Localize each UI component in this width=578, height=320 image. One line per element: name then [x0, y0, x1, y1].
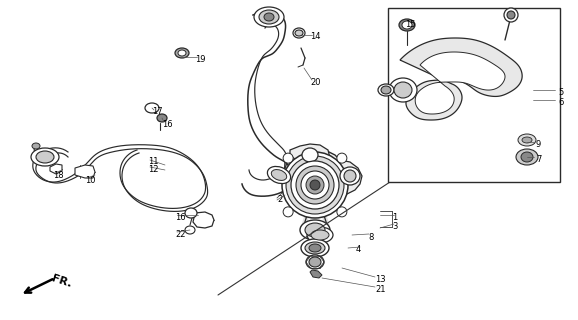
Ellipse shape — [283, 207, 293, 217]
Ellipse shape — [511, 145, 543, 169]
Ellipse shape — [307, 227, 333, 243]
Ellipse shape — [518, 134, 536, 146]
Ellipse shape — [145, 103, 159, 113]
Polygon shape — [400, 38, 522, 120]
Ellipse shape — [282, 152, 348, 218]
Ellipse shape — [271, 170, 287, 180]
Polygon shape — [310, 270, 322, 278]
Text: 10: 10 — [85, 176, 95, 185]
Ellipse shape — [36, 151, 54, 163]
Bar — [388, 8, 560, 182]
Ellipse shape — [268, 166, 291, 184]
Text: 11: 11 — [148, 157, 158, 166]
Ellipse shape — [293, 28, 305, 38]
Ellipse shape — [310, 180, 320, 190]
Ellipse shape — [340, 167, 360, 185]
Text: 7: 7 — [536, 155, 542, 164]
Ellipse shape — [516, 149, 538, 165]
Ellipse shape — [185, 208, 197, 218]
Ellipse shape — [185, 226, 195, 234]
Text: 22: 22 — [175, 230, 186, 239]
Text: 20: 20 — [310, 78, 320, 87]
Ellipse shape — [306, 176, 324, 194]
Ellipse shape — [521, 152, 533, 162]
Ellipse shape — [399, 19, 415, 31]
Ellipse shape — [337, 207, 347, 217]
Text: 6: 6 — [558, 98, 564, 107]
Ellipse shape — [157, 114, 167, 122]
Ellipse shape — [264, 13, 274, 21]
Ellipse shape — [31, 148, 59, 166]
Text: 3: 3 — [392, 222, 398, 231]
Ellipse shape — [306, 255, 324, 269]
Ellipse shape — [381, 86, 391, 94]
Ellipse shape — [175, 48, 189, 58]
Ellipse shape — [311, 230, 329, 240]
Ellipse shape — [513, 131, 541, 149]
Ellipse shape — [394, 82, 412, 98]
Text: 21: 21 — [375, 285, 386, 294]
Ellipse shape — [296, 166, 334, 204]
Text: 1: 1 — [392, 213, 397, 222]
Text: 16: 16 — [162, 120, 173, 129]
Ellipse shape — [254, 7, 284, 27]
Text: 8: 8 — [368, 233, 373, 242]
Text: 16: 16 — [175, 213, 186, 222]
Ellipse shape — [286, 156, 344, 214]
Text: FR.: FR. — [50, 273, 73, 289]
Ellipse shape — [337, 153, 347, 163]
Ellipse shape — [305, 223, 325, 237]
Ellipse shape — [309, 257, 321, 267]
Text: 2: 2 — [277, 195, 282, 204]
Polygon shape — [335, 160, 362, 194]
Text: 18: 18 — [53, 171, 64, 180]
Ellipse shape — [178, 50, 186, 56]
Polygon shape — [193, 212, 214, 228]
Ellipse shape — [302, 148, 318, 162]
Ellipse shape — [301, 239, 329, 257]
Text: 14: 14 — [310, 32, 320, 41]
Ellipse shape — [291, 161, 339, 209]
Text: 13: 13 — [375, 275, 386, 284]
Polygon shape — [50, 164, 62, 174]
Ellipse shape — [305, 242, 325, 254]
Text: 5: 5 — [558, 88, 563, 97]
Ellipse shape — [300, 220, 330, 240]
Text: 9: 9 — [536, 140, 541, 149]
Ellipse shape — [378, 84, 394, 96]
Ellipse shape — [32, 143, 40, 149]
Polygon shape — [415, 52, 505, 114]
Ellipse shape — [389, 78, 417, 102]
Ellipse shape — [259, 10, 279, 24]
Ellipse shape — [344, 170, 356, 182]
Text: 17: 17 — [152, 107, 162, 116]
Text: 12: 12 — [148, 165, 158, 174]
Ellipse shape — [504, 8, 518, 22]
Text: 19: 19 — [195, 55, 206, 64]
Ellipse shape — [309, 244, 321, 252]
Ellipse shape — [522, 137, 532, 143]
Polygon shape — [75, 165, 95, 178]
Text: 4: 4 — [356, 245, 361, 254]
Text: 15: 15 — [405, 20, 416, 29]
Ellipse shape — [301, 171, 329, 199]
Ellipse shape — [507, 11, 515, 19]
Polygon shape — [284, 149, 345, 212]
Ellipse shape — [283, 153, 293, 163]
Ellipse shape — [402, 21, 412, 29]
Polygon shape — [290, 144, 330, 166]
Ellipse shape — [295, 30, 303, 36]
